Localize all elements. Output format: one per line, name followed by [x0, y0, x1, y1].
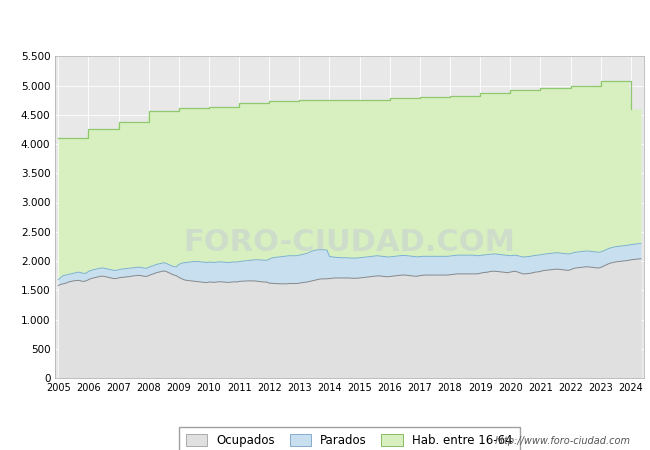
Legend: Ocupados, Parados, Hab. entre 16-64: Ocupados, Parados, Hab. entre 16-64 [179, 427, 519, 450]
Text: Cabrils - Evolucion de la poblacion en edad de Trabajar Mayo de 2024: Cabrils - Evolucion de la poblacion en e… [92, 17, 558, 30]
Text: FORO-CIUDAD.COM: FORO-CIUDAD.COM [183, 228, 515, 257]
Text: http://www.foro-ciudad.com: http://www.foro-ciudad.com [495, 436, 630, 446]
